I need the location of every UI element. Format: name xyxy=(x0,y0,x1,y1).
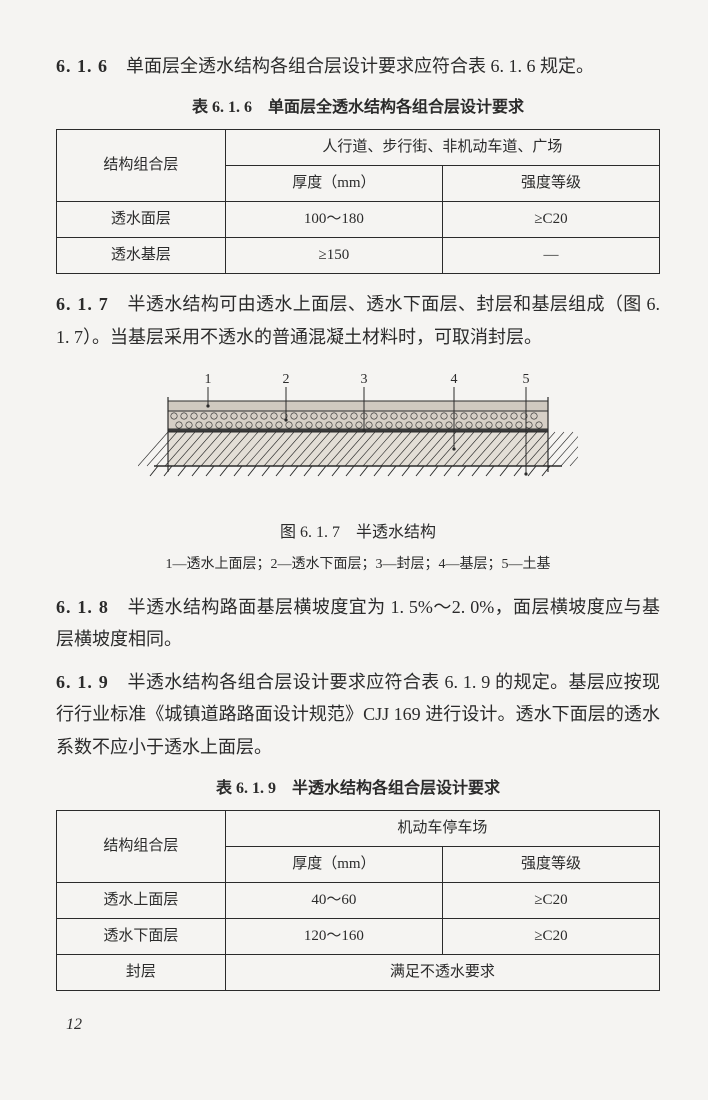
para-num-6-1-6: 6. 1. 6 xyxy=(56,56,108,76)
svg-text:3: 3 xyxy=(361,372,368,387)
page-number: 12 xyxy=(66,1011,660,1040)
para-num-6-1-7: 6. 1. 7 xyxy=(56,294,109,314)
th-thickness: 厚度（mm） xyxy=(225,166,442,202)
svg-text:4: 4 xyxy=(451,372,458,387)
table-6-1-6: 结构组合层 人行道、步行街、非机动车道、广场 厚度（mm） 强度等级 透水面层 … xyxy=(56,129,660,274)
para-text-6-1-6: 单面层全透水结构各组合层设计要求应符合表 6. 1. 6 规定。 xyxy=(108,56,594,76)
cell: ≥150 xyxy=(225,238,442,274)
figure-svg: 1 2 3 4 5 xyxy=(138,369,578,509)
para-text-6-1-9: 半透水结构各组合层设计要求应符合表 6. 1. 9 的规定。基层应按现行行业标准… xyxy=(56,672,660,757)
svg-text:5: 5 xyxy=(523,372,530,387)
th-struct: 结构组合层 xyxy=(57,810,226,882)
para-num-6-1-9: 6. 1. 9 xyxy=(56,672,109,692)
th-group: 机动车停车场 xyxy=(225,810,659,846)
cell: 透水基层 xyxy=(57,238,226,274)
cell: 100～180 xyxy=(225,202,442,238)
para-6-1-9: 6. 1. 9 半透水结构各组合层设计要求应符合表 6. 1. 9 的规定。基层… xyxy=(56,666,660,763)
para-6-1-6: 6. 1. 6 单面层全透水结构各组合层设计要求应符合表 6. 1. 6 规定。 xyxy=(56,50,660,82)
table-row: 封层 满足不透水要求 xyxy=(57,954,660,990)
table-row: 透水上面层 40～60 ≥C20 xyxy=(57,882,660,918)
table-row: 透水下面层 120～160 ≥C20 xyxy=(57,918,660,954)
th-group: 人行道、步行街、非机动车道、广场 xyxy=(225,130,659,166)
cell: ≥C20 xyxy=(442,918,659,954)
svg-text:2: 2 xyxy=(283,372,290,387)
table-row: 透水面层 100～180 ≥C20 xyxy=(57,202,660,238)
table-row: 透水基层 ≥150 — xyxy=(57,238,660,274)
cell: 满足不透水要求 xyxy=(225,954,659,990)
para-6-1-7: 6. 1. 7 半透水结构可由透水上面层、透水下面层、封层和基层组成（图 6. … xyxy=(56,288,660,353)
para-text-6-1-7: 半透水结构可由透水上面层、透水下面层、封层和基层组成（图 6. 1. 7）。当基… xyxy=(56,294,660,346)
table-caption-6-1-6: 表 6. 1. 6 单面层全透水结构各组合层设计要求 xyxy=(56,94,660,123)
figure-legend: 1—透水上面层；2—透水下面层；3—封层；4—基层；5—土基 xyxy=(56,552,660,577)
cell: ≥C20 xyxy=(442,882,659,918)
table-6-1-9: 结构组合层 机动车停车场 厚度（mm） 强度等级 透水上面层 40～60 ≥C2… xyxy=(56,810,660,991)
cell: 40～60 xyxy=(225,882,442,918)
para-6-1-8: 6. 1. 8 半透水结构路面基层横坡度宜为 1. 5%～2. 0%，面层横坡度… xyxy=(56,591,660,656)
para-text-6-1-8: 半透水结构路面基层横坡度宜为 1. 5%～2. 0%，面层横坡度应与基层横坡度相… xyxy=(56,597,660,649)
svg-text:1: 1 xyxy=(205,372,212,387)
th-thickness: 厚度（mm） xyxy=(225,846,442,882)
cell: 透水上面层 xyxy=(57,882,226,918)
cell: — xyxy=(442,238,659,274)
cell: ≥C20 xyxy=(442,202,659,238)
th-struct: 结构组合层 xyxy=(57,130,226,202)
cell: 透水面层 xyxy=(57,202,226,238)
para-num-6-1-8: 6. 1. 8 xyxy=(56,597,109,617)
figure-caption: 图 6. 1. 7 半透水结构 xyxy=(56,519,660,548)
th-strength: 强度等级 xyxy=(442,166,659,202)
table-caption-6-1-9: 表 6. 1. 9 半透水结构各组合层设计要求 xyxy=(56,775,660,804)
th-strength: 强度等级 xyxy=(442,846,659,882)
cell: 透水下面层 xyxy=(57,918,226,954)
figure-6-1-7: 1 2 3 4 5 xyxy=(56,369,660,509)
cell: 封层 xyxy=(57,954,226,990)
cell: 120～160 xyxy=(225,918,442,954)
